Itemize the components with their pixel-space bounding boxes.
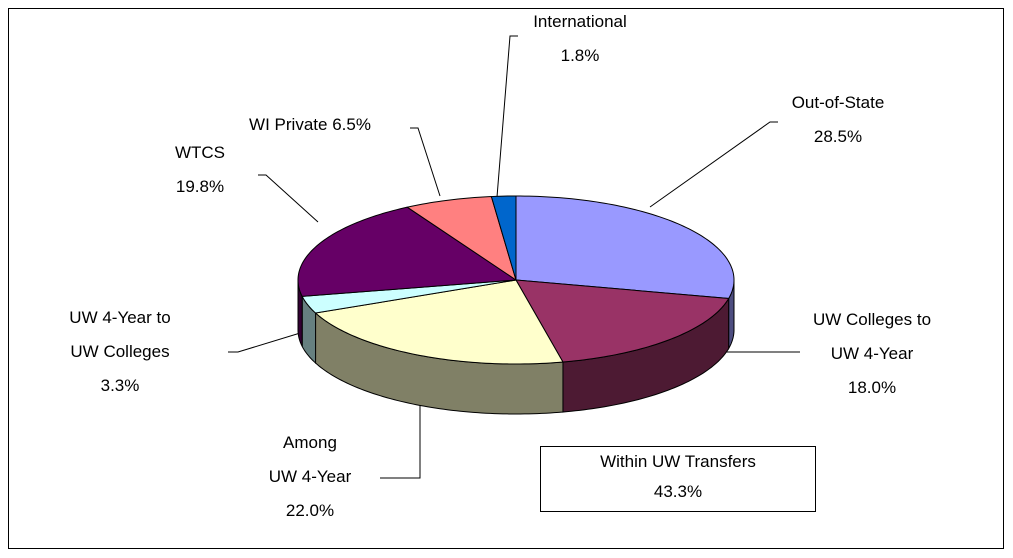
leader-line — [496, 35, 518, 198]
leader-lines — [228, 35, 800, 479]
value-label: 6.5% — [332, 115, 371, 134]
annotation-box: Within UW Transfers 43.3% — [540, 446, 816, 512]
data-label: UW 4-Year to UW Colleges 3.3% — [69, 301, 170, 403]
category-label: UW 4-Year to UW Colleges — [69, 308, 171, 361]
category-label: UW Colleges to UW 4-Year — [812, 310, 932, 363]
data-label: Out-of-State 28.5% — [792, 86, 885, 154]
category-label: Among UW 4-Year — [268, 433, 352, 486]
slice — [314, 279, 564, 365]
value-label: 19.8% — [175, 177, 225, 196]
data-label: WTCS 19.8% — [175, 136, 225, 204]
value-label: 22.0% — [285, 501, 335, 520]
data-label: International 1.8% — [533, 5, 627, 73]
annotation-text: Within UW Transfers — [600, 452, 756, 471]
value-label: 18.0% — [847, 378, 897, 397]
category-label: International — [533, 12, 627, 31]
annotation-value: 43.3% — [653, 482, 703, 501]
leader-line — [258, 174, 319, 223]
slice — [301, 279, 517, 314]
leader-line — [649, 121, 778, 208]
leader-line — [410, 127, 441, 197]
slice — [297, 206, 518, 297]
slice — [515, 195, 735, 299]
category-label: WI Private — [249, 115, 328, 134]
slice — [406, 196, 517, 282]
data-label: UW Colleges to UW 4-Year 18.0% — [813, 303, 931, 405]
category-label: WTCS — [174, 143, 226, 162]
value-label: 3.3% — [100, 376, 140, 395]
slice — [515, 279, 730, 363]
value-label: 1.8% — [560, 46, 600, 65]
data-label: Among UW 4-Year 22.0% — [269, 426, 352, 528]
leader-line — [228, 329, 311, 353]
value-label: 28.5% — [813, 127, 863, 146]
slice — [490, 195, 517, 281]
category-label: Out-of-State — [791, 93, 885, 112]
data-label: WI Private 6.5% — [249, 108, 371, 142]
